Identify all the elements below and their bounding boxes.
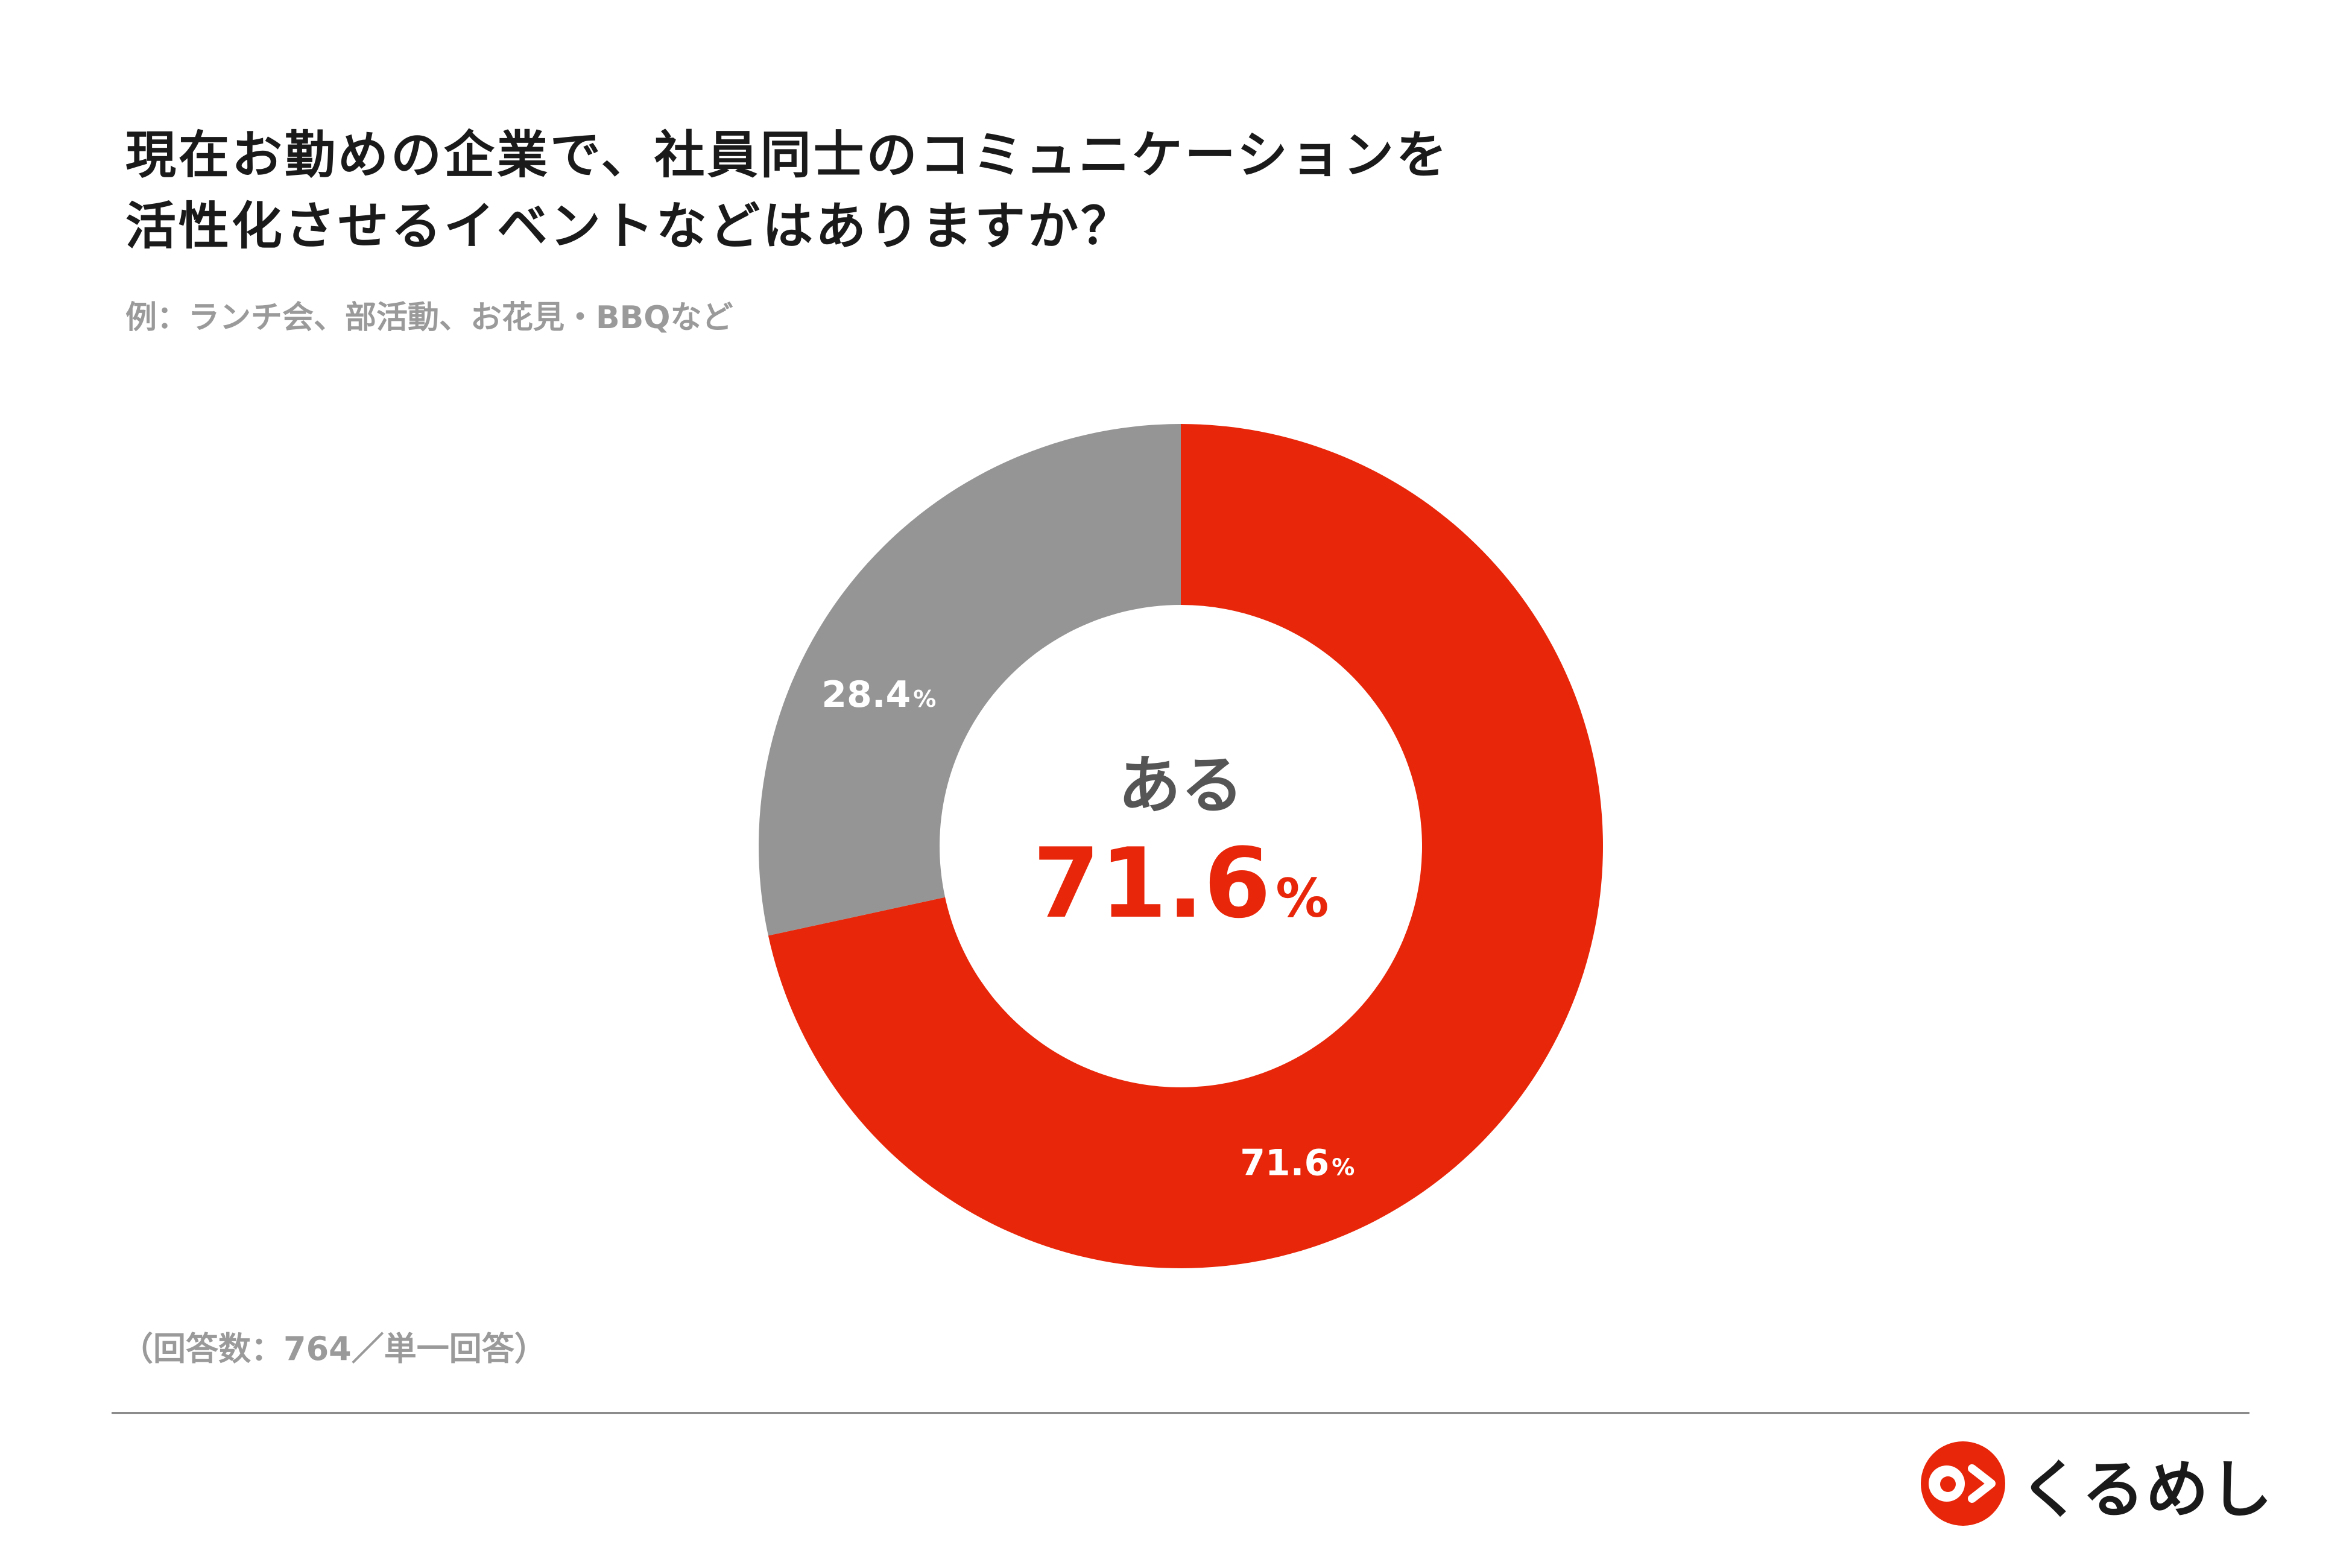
donut-slice-2 [759, 424, 1181, 936]
slice-label-value: 28.4 [821, 674, 911, 716]
brand-logo-icon [1921, 1441, 2005, 1526]
center-label: ある [1118, 748, 1244, 822]
center-value: 71.6 [1033, 827, 1271, 940]
chart-slice-labels: 71.6 %28.4% [821, 674, 1355, 1184]
slice-label-value: 71.6 [1240, 1142, 1329, 1184]
chart-subtitle: 例：ランチ会、部活動、お花見・BBQなど [125, 300, 733, 336]
response-note: （回答数：764／単一回答） [121, 1330, 547, 1368]
slice-label-2: 28.4% [821, 674, 936, 716]
brand-logo: くるめし [1918, 1438, 2274, 1529]
divider [112, 1412, 2249, 1414]
slice-label-unit: % [913, 686, 936, 712]
center-value-text: 71.6% [1033, 827, 1329, 940]
brand-name: くるめし [2019, 1452, 2274, 1526]
chart-slices [759, 424, 1604, 1268]
center-unit: % [1276, 867, 1329, 929]
slice-label-1: 71.6% [1240, 1142, 1355, 1184]
title-line-2: 活性化させるイベントなどはありますか？ [125, 197, 1134, 256]
slice-label-unit: % [1332, 1154, 1355, 1181]
title-line-1: 現在お勤めの企業で、社員同士のコミュニケーションを [125, 125, 1449, 185]
donut-slice-1 [768, 424, 1604, 1268]
chart-title: 現在お勤めの企業で、社員同士のコミュニケーションを 活性化させるイベントなどはあ… [125, 119, 2116, 262]
